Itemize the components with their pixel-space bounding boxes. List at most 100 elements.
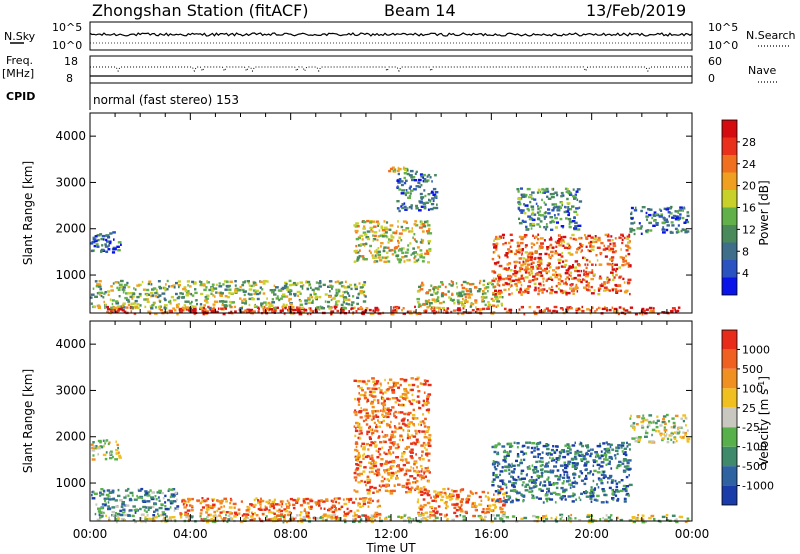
range-time-cell xyxy=(592,473,595,476)
range-time-cell xyxy=(592,479,595,483)
range-time-cell xyxy=(627,241,631,244)
range-time-cell xyxy=(377,224,380,227)
range-time-cell xyxy=(383,451,386,454)
range-time-cell xyxy=(244,515,248,518)
y-tick-label: 1000 xyxy=(55,476,86,490)
range-time-cell xyxy=(105,514,107,518)
range-time-cell xyxy=(262,282,266,285)
range-time-cell xyxy=(657,430,660,433)
range-time-cell xyxy=(112,489,115,493)
range-time-cell xyxy=(181,292,184,295)
range-time-cell xyxy=(604,306,606,309)
range-time-cell xyxy=(425,300,429,303)
range-time-cell xyxy=(539,190,542,194)
range-time-cell xyxy=(190,509,194,512)
range-time-cell xyxy=(388,445,393,449)
range-time-cell xyxy=(521,306,524,309)
range-time-cell xyxy=(421,281,424,285)
range-time-cell xyxy=(677,432,680,435)
range-time-cell xyxy=(424,491,427,494)
range-time-cell xyxy=(554,501,557,504)
colorbar-swatch xyxy=(722,190,737,208)
range-time-cell xyxy=(361,380,366,383)
range-time-cell xyxy=(562,282,567,285)
range-time-cell xyxy=(592,459,596,462)
range-time-cell xyxy=(549,220,553,224)
range-time-cell xyxy=(256,297,260,301)
range-time-cell xyxy=(202,517,207,521)
range-time-cell xyxy=(324,300,327,303)
range-time-cell xyxy=(104,306,106,309)
range-time-cell xyxy=(444,493,447,496)
range-time-cell xyxy=(155,508,159,511)
range-time-cell xyxy=(152,302,155,305)
range-time-cell xyxy=(554,474,558,478)
range-time-cell xyxy=(183,304,187,307)
range-time-cell xyxy=(526,263,531,266)
range-time-cell xyxy=(502,511,506,515)
range-time-cell xyxy=(664,515,667,518)
range-time-cell xyxy=(386,251,389,254)
range-time-cell xyxy=(260,497,262,500)
range-time-cell xyxy=(560,225,565,228)
range-time-cell xyxy=(212,294,215,297)
range-time-cell xyxy=(427,441,431,445)
range-time-cell xyxy=(640,225,643,228)
range-time-cell xyxy=(226,520,229,523)
range-time-cell xyxy=(412,236,414,239)
range-time-cell xyxy=(550,492,553,495)
time-tick-label: 04:00 xyxy=(173,527,208,541)
range-time-cell xyxy=(488,281,492,285)
range-time-cell xyxy=(269,308,273,311)
range-time-cell xyxy=(565,291,568,295)
range-time-cell xyxy=(399,247,403,251)
range-time-cell xyxy=(175,303,179,307)
range-time-cell xyxy=(404,208,408,211)
range-time-cell xyxy=(157,280,161,283)
range-time-cell xyxy=(634,516,637,520)
range-time-cell xyxy=(383,477,386,481)
range-time-cell xyxy=(518,308,521,311)
range-time-cell xyxy=(569,486,572,489)
range-time-cell xyxy=(531,493,533,497)
range-time-cell xyxy=(574,193,577,196)
range-time-cell xyxy=(585,236,588,239)
range-time-cell xyxy=(455,502,459,506)
range-time-cell xyxy=(409,169,414,173)
range-time-cell xyxy=(492,461,495,465)
range-time-cell xyxy=(652,213,657,216)
range-time-cell xyxy=(265,303,268,307)
range-time-cell xyxy=(589,497,593,500)
range-time-cell xyxy=(552,459,556,462)
range-time-cell xyxy=(116,512,121,516)
range-time-cell xyxy=(604,233,609,237)
range-time-cell xyxy=(256,292,260,296)
range-time-cell xyxy=(90,302,93,305)
range-time-cell xyxy=(412,441,416,445)
range-time-cell xyxy=(362,290,366,293)
range-time-cell xyxy=(380,384,382,387)
range-time-cell xyxy=(394,310,398,314)
range-time-cell xyxy=(107,248,111,251)
range-time-cell xyxy=(391,253,395,256)
range-time-cell xyxy=(115,440,117,443)
range-time-cell xyxy=(636,415,641,419)
range-time-cell xyxy=(553,206,557,209)
range-time-cell xyxy=(407,422,411,425)
range-time-cell xyxy=(686,429,689,432)
range-time-cell xyxy=(529,441,532,444)
range-time-cell xyxy=(403,172,407,175)
range-time-cell xyxy=(132,519,136,522)
range-time-cell xyxy=(97,447,101,450)
range-time-cell xyxy=(184,511,188,514)
range-time-cell xyxy=(426,515,431,519)
range-time-cell xyxy=(367,379,371,383)
range-time-cell xyxy=(508,262,512,265)
range-time-cell xyxy=(155,498,158,501)
range-time-cell xyxy=(530,269,533,273)
range-time-cell xyxy=(259,286,262,289)
range-time-cell xyxy=(147,282,150,286)
range-time-cell xyxy=(177,280,181,283)
range-time-cell xyxy=(541,269,546,272)
